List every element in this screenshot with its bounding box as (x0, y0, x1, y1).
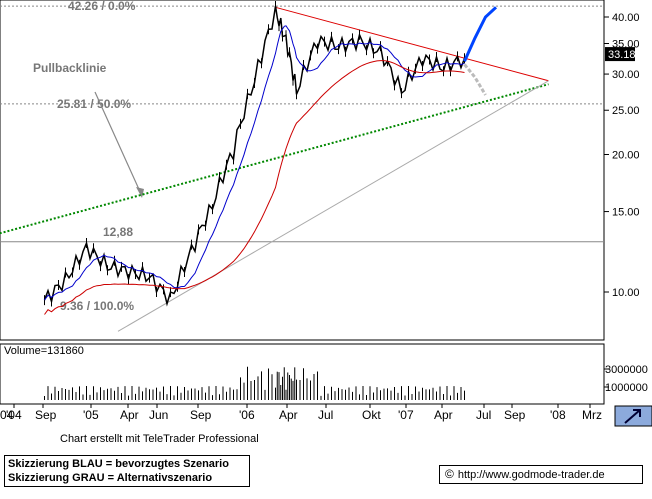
arrow-icon (624, 409, 641, 424)
y-tick-label: 20.00 (612, 150, 640, 162)
x-tick-label: Apr (434, 408, 453, 422)
x-tick-label: Sep (35, 408, 57, 422)
level-label: 9.36 / 100.0% (60, 299, 134, 313)
x-tick-label: Mrz (582, 408, 602, 422)
red-downtrend-trendline (275, 6, 549, 82)
gray-scenario-note: Skizzierung GRAU = Alternativszenario (8, 472, 213, 484)
volume-tick-label: 3000000 (605, 364, 648, 376)
x-tick-label: Jul (476, 408, 491, 422)
x-tick-label: '07 (398, 408, 414, 422)
blue-scenario-path (463, 6, 498, 62)
x-axis: '04 Sep '05 Apr Jun Sep '06 Apr Jul Okt '07 Apr Jul S… (0, 404, 602, 422)
price-panel (0, 0, 605, 341)
y-tick-label: 30.00 (612, 69, 640, 81)
level-label: 25.81 / 50.0% (57, 97, 131, 111)
gray-scenario-path (463, 63, 487, 96)
volume-layer: 3000000 1000000 (44, 364, 648, 400)
x-tick-label-edge: 04 (0, 408, 14, 422)
source-url[interactable]: http://www.godmode-trader.de (457, 469, 605, 481)
ma-blue (44, 25, 465, 301)
volume-panel (0, 343, 605, 405)
pullback-annotation: Pullbacklinie (33, 61, 107, 75)
y-tick-label: 10.00 (612, 287, 640, 299)
x-tick-label: '04 (6, 408, 22, 422)
annotation-arrowhead (136, 187, 144, 198)
volume-tick-label: 1000000 (605, 382, 648, 394)
last-price-label: 33.18 (608, 49, 636, 61)
green-pullback-trendline (0, 83, 549, 235)
x-tick-label: Sep (504, 408, 526, 422)
x-tick-label: Sep (190, 408, 212, 422)
price-layer: 42.26 / 0.0% 25.81 / 50.0% 12,88 9.36 / 100… (0, 0, 604, 332)
scenario-legend: Skizzierung BLAU = bevorzugtes Szenario … (4, 455, 250, 487)
last-price-badge (605, 47, 635, 62)
y-tick-label: 25.00 (612, 105, 640, 117)
copyright-icon: © (445, 467, 454, 481)
source-box[interactable]: © http://www.godmode-trader.de (439, 465, 643, 484)
y-tick-label: 40.00 (612, 12, 640, 24)
x-tick-label: '05 (83, 408, 99, 422)
credit-text: Chart erstellt mit TeleTrader Profession… (60, 433, 259, 445)
price-line (43, 5, 466, 307)
gray-support-trendline (117, 80, 549, 332)
annotation-arrow (94, 91, 143, 197)
x-tick-label: Jul (318, 408, 333, 422)
x-tick-label: Apr (120, 408, 139, 422)
x-tick-label: Okt (362, 408, 381, 422)
x-tick-label: '08 (550, 408, 566, 422)
volume-label: Volume=131860 (4, 345, 84, 357)
level-label: 12,88 (103, 225, 133, 239)
blue-scenario-note: Skizzierung BLAU = bevorzugtes Szenario (8, 458, 229, 470)
level-label: 42.26 / 0.0% (68, 0, 136, 13)
ma-red (44, 60, 465, 315)
y-tick-label: 15.00 (612, 207, 640, 219)
x-tick-label: Apr (279, 408, 298, 422)
x-tick-label: '06 (239, 408, 255, 422)
x-tick-label: Jun (149, 408, 168, 422)
